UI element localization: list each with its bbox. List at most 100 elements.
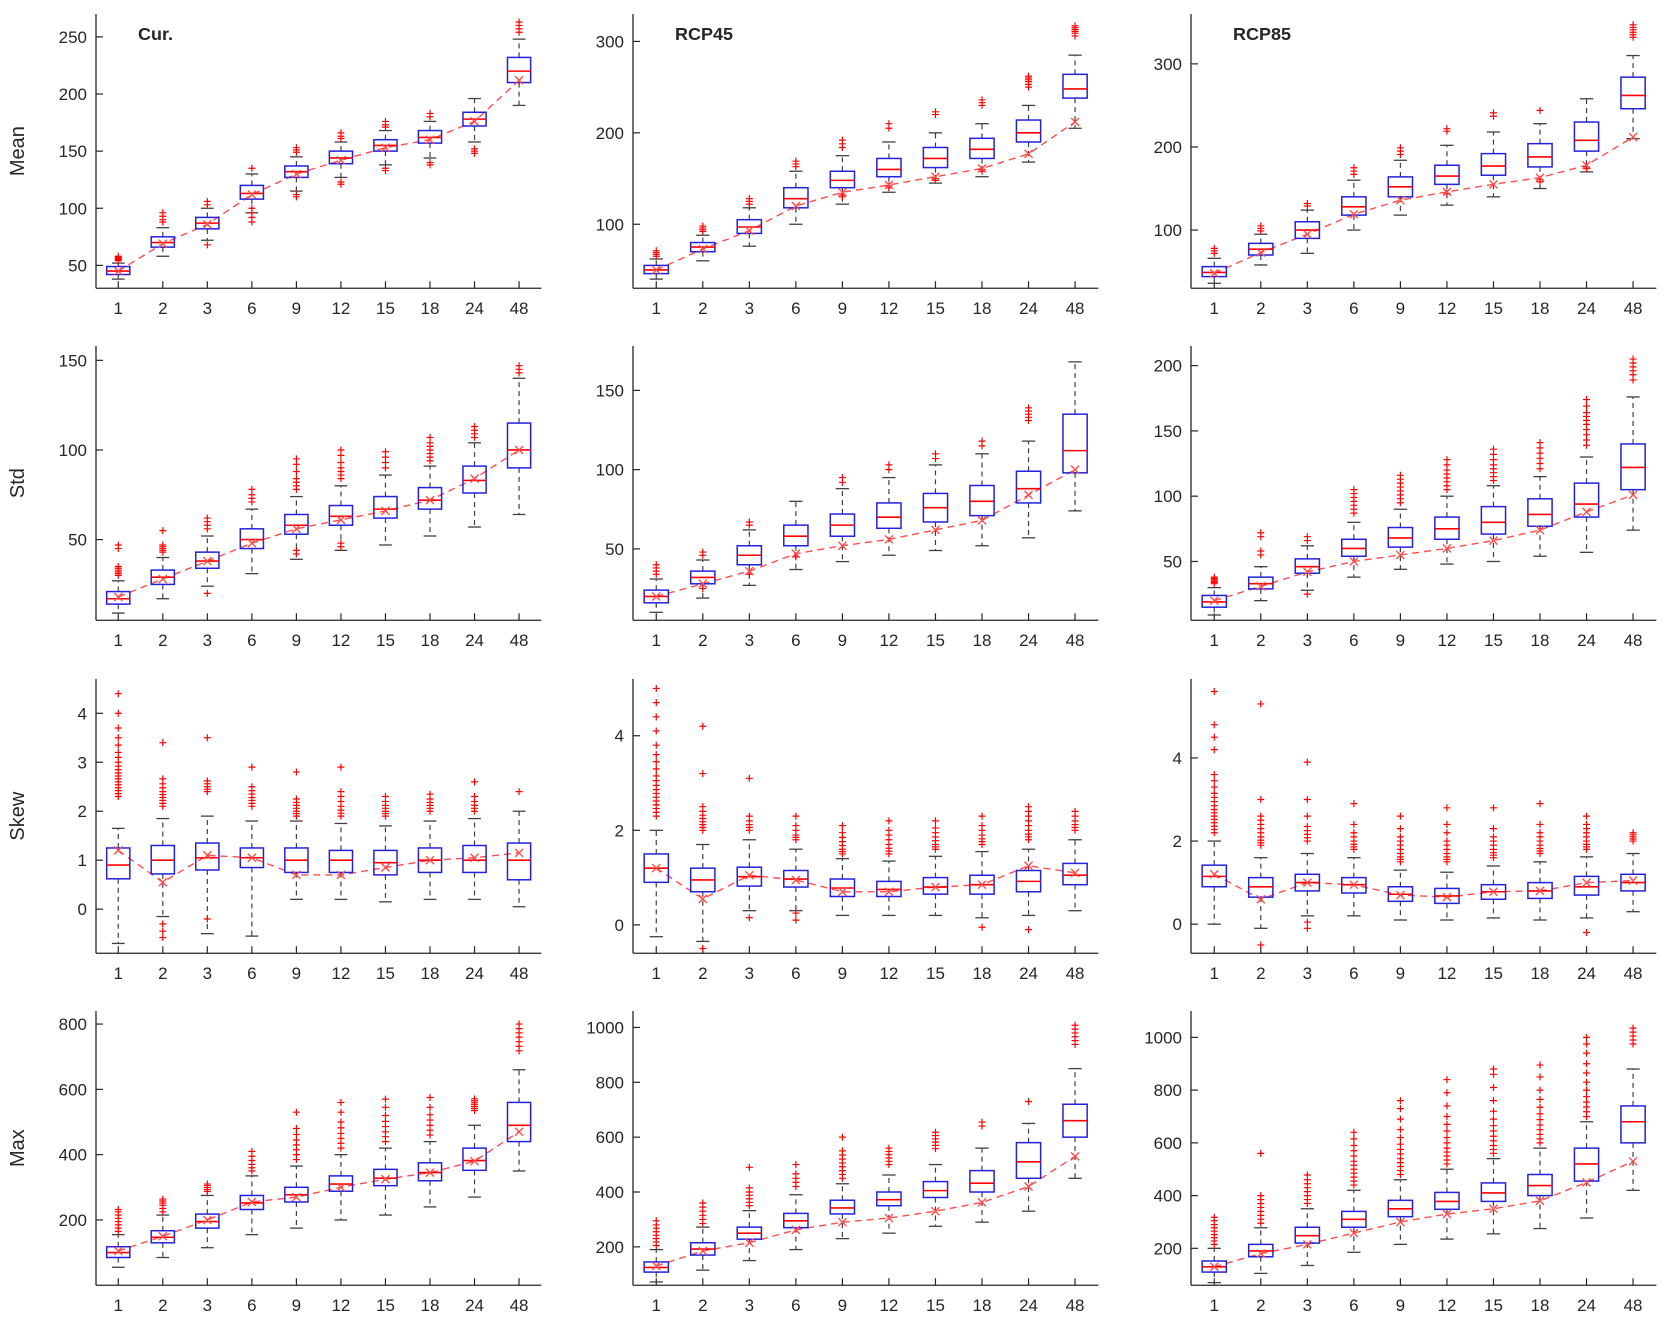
y-tick-label: 2 — [78, 802, 87, 821]
box-9 — [829, 513, 856, 538]
x-tick-label: 24 — [1019, 1296, 1038, 1315]
mean-dashed-line — [118, 1130, 520, 1252]
y-tick-label: 150 — [596, 382, 624, 401]
x-tick-label: 2 — [158, 299, 167, 318]
x-tick-label: 3 — [745, 964, 754, 983]
mean-x-markers — [1209, 490, 1638, 606]
x-tick-label: 9 — [838, 964, 847, 983]
y-tick-label: 50 — [68, 256, 87, 275]
box-6 — [783, 869, 810, 888]
x-tick-label: 6 — [791, 1296, 800, 1315]
box-48 — [506, 1101, 532, 1143]
mean-x-markers — [113, 445, 524, 602]
x-tick-label: 1 — [652, 631, 661, 650]
box-48 — [506, 422, 532, 469]
x-tick-label: 3 — [745, 631, 754, 650]
mean-dashed-line — [118, 449, 520, 598]
mean-dashed-line — [656, 121, 1076, 271]
box-24 — [1016, 119, 1042, 143]
y-tick-label: 150 — [59, 142, 87, 161]
box-15 — [1480, 506, 1506, 536]
x-tick-label: 1 — [1209, 299, 1218, 318]
x-tick-label: 24 — [465, 631, 484, 650]
outlier-markers — [653, 1021, 1079, 1249]
x-tick-label: 6 — [247, 1296, 256, 1315]
x-tick-label: 3 — [745, 299, 754, 318]
x-tick-label: 18 — [973, 964, 992, 983]
y-tick-label: 4 — [1172, 748, 1181, 767]
y-tick-label: 150 — [1153, 422, 1181, 441]
x-tick-label: 1 — [114, 1296, 123, 1315]
x-tick-label: 15 — [376, 1296, 395, 1315]
x-tick-label: 12 — [880, 964, 899, 983]
x-tick-label: 15 — [376, 631, 395, 650]
row-axis-label: Std — [7, 468, 29, 498]
outlier-markers — [1210, 1024, 1637, 1248]
box-1 — [105, 846, 131, 880]
x-tick-label: 1 — [652, 299, 661, 318]
x-tick-label: 2 — [158, 631, 167, 650]
y-tick-label: 400 — [1153, 1186, 1181, 1205]
box-12 — [876, 157, 903, 178]
box-1 — [1201, 265, 1227, 278]
x-tick-label: 15 — [926, 631, 945, 650]
y-tick-label: 50 — [605, 540, 624, 559]
x-tick-label: 15 — [376, 299, 395, 318]
x-tick-label: 15 — [376, 964, 395, 983]
x-tick-label: 15 — [926, 299, 945, 318]
y-tick-label: 1 — [78, 851, 87, 870]
box-6 — [1340, 538, 1367, 558]
box-24 — [1573, 875, 1600, 896]
x-tick-label: 15 — [1484, 1296, 1503, 1315]
box-2 — [690, 1241, 716, 1256]
box-24 — [1573, 121, 1600, 152]
x-tick-label: 18 — [973, 299, 992, 318]
x-tick-label: 18 — [1530, 1296, 1549, 1315]
x-tick-label: 9 — [292, 299, 301, 318]
y-tick-label: 200 — [596, 124, 624, 143]
box-18 — [969, 137, 996, 160]
box-48 — [1062, 73, 1089, 99]
x-tick-label: 1 — [1209, 1296, 1218, 1315]
box-48 — [506, 56, 532, 84]
subplot-title: RCP45 — [675, 24, 733, 44]
box-2 — [1247, 1243, 1274, 1258]
outlier-markers — [653, 22, 1079, 260]
x-tick-label: 2 — [698, 631, 707, 650]
x-tick-label: 6 — [791, 631, 800, 650]
mean-x-markers — [652, 465, 1080, 602]
y-tick-label: 0 — [1172, 915, 1181, 934]
box-2 — [690, 866, 716, 893]
x-tick-label: 1 — [1209, 964, 1218, 983]
x-tick-label: 6 — [247, 631, 256, 650]
box-3 — [195, 841, 220, 871]
x-tick-label: 3 — [1302, 631, 1311, 650]
x-tick-label: 9 — [838, 1296, 847, 1315]
y-tick-label: 300 — [1153, 55, 1181, 74]
mean-dashed-line — [656, 864, 1076, 900]
box-15 — [922, 876, 949, 895]
x-tick-label: 2 — [158, 1296, 167, 1315]
x-tick-label: 24 — [1019, 964, 1038, 983]
box-24 — [1016, 1141, 1042, 1179]
box-12 — [328, 505, 354, 527]
box-18 — [417, 1161, 443, 1182]
box-24 — [462, 465, 487, 494]
outlier-markers — [1210, 21, 1637, 257]
x-tick-label: 18 — [421, 299, 440, 318]
x-tick-label: 15 — [1484, 964, 1503, 983]
box-18 — [417, 487, 443, 511]
mean-x-markers — [1209, 869, 1638, 904]
mean-x-markers — [113, 75, 524, 276]
mean-x-markers — [113, 845, 524, 887]
box-6 — [239, 184, 265, 200]
subplot-title: Cur. — [138, 24, 173, 44]
mean-dashed-line — [1213, 494, 1633, 602]
x-tick-label: 24 — [465, 964, 484, 983]
mean-dashed-line — [656, 469, 1076, 598]
x-tick-label: 1 — [652, 964, 661, 983]
